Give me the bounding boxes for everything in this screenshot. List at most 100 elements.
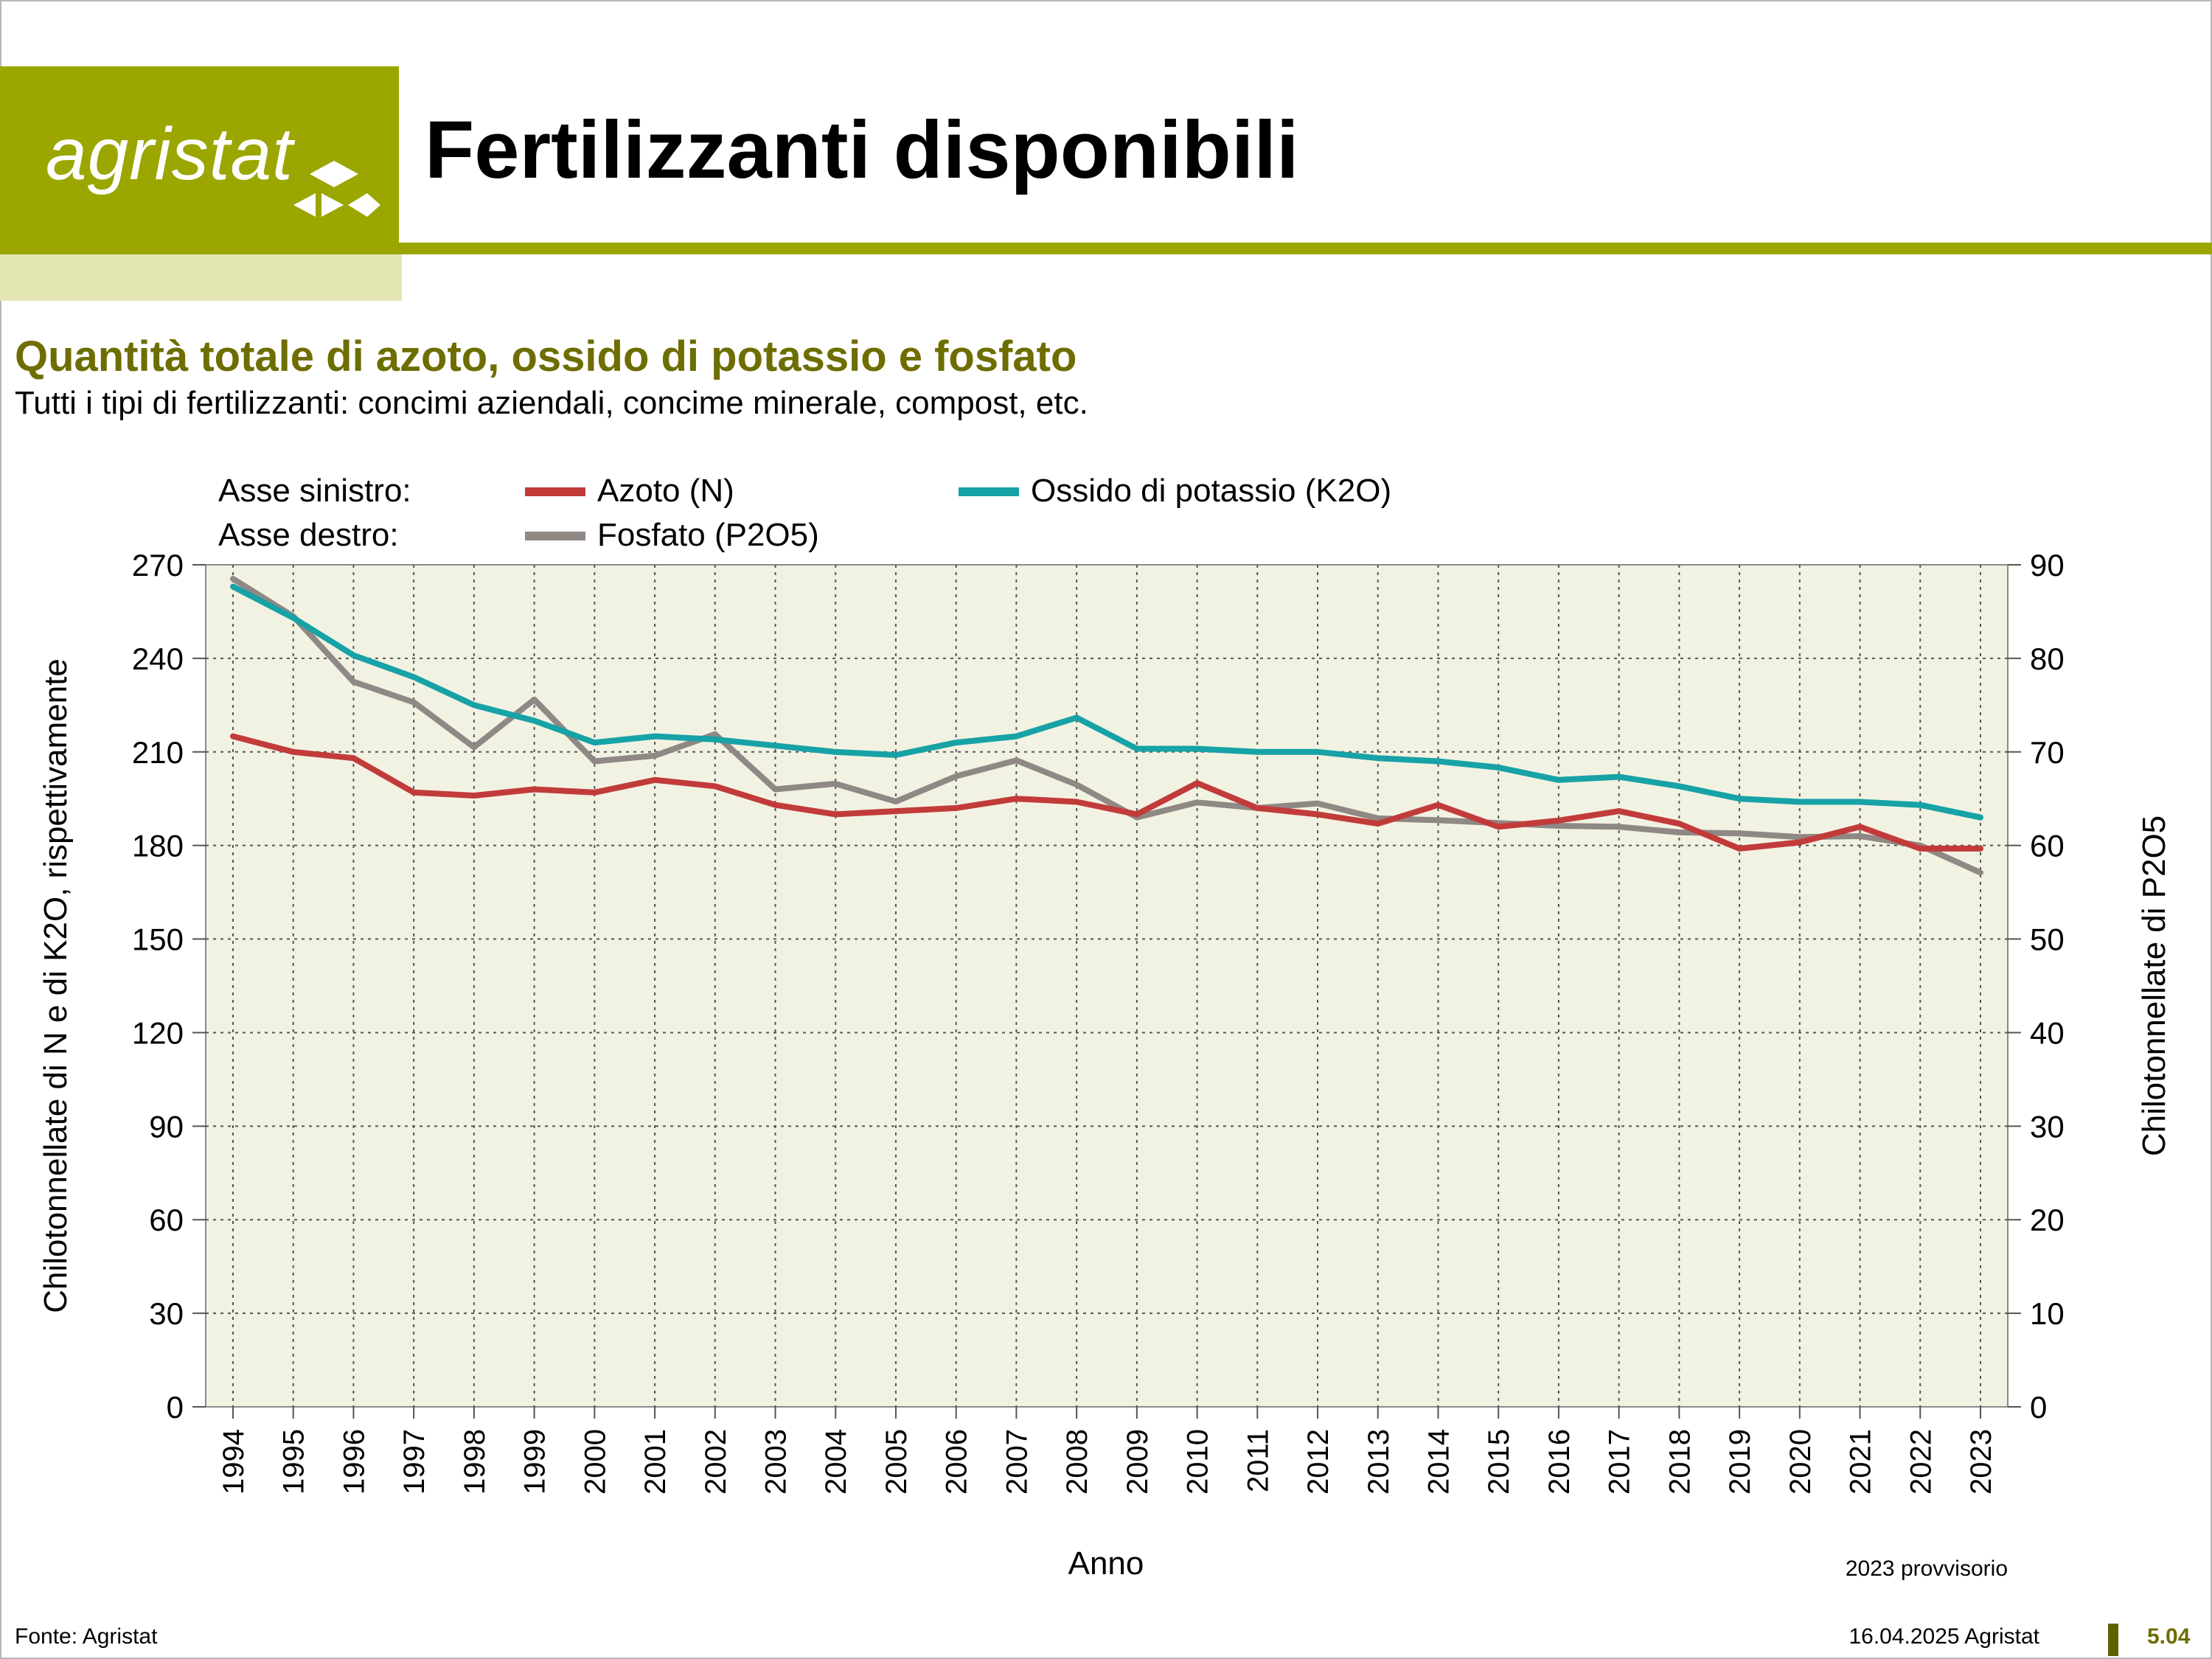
provisional-note: 2023 provvisorio	[1846, 1557, 2008, 1581]
y-left-tick-label: 150	[132, 922, 184, 957]
data-point-fosfato	[412, 700, 416, 704]
page-title: Fertilizzanti disponibili	[425, 105, 1299, 195]
data-point-azoto	[1195, 782, 1199, 785]
x-tick-label: 2001	[639, 1429, 672, 1495]
data-point-potassio	[954, 741, 958, 745]
x-tick-label: 1998	[459, 1429, 491, 1495]
axes: 0 30 60 90 120 150 180 210 240 270 0 10 20 30 40 50 60 70…	[132, 548, 2065, 1495]
y-right-tick-label: 10	[2030, 1296, 2065, 1331]
data-point-potassio	[412, 675, 416, 679]
series-line-potassio	[230, 583, 1983, 821]
y-right-tick-label: 50	[2030, 922, 2065, 957]
plot-area	[205, 564, 2008, 1408]
data-point-potassio	[593, 741, 597, 745]
data-point-azoto	[1798, 841, 1801, 844]
data-point-azoto	[532, 787, 536, 791]
data-point-azoto	[1316, 813, 1319, 816]
x-tick-label: 2013	[1363, 1429, 1395, 1495]
x-tick-label: 1999	[519, 1429, 552, 1495]
y-right-tick-label: 0	[2030, 1390, 2047, 1425]
data-point-potassio	[352, 653, 355, 657]
data-point-potassio	[834, 750, 838, 754]
data-point-fosfato	[593, 759, 597, 763]
y-right-tick-label: 20	[2030, 1203, 2065, 1237]
footer-page-number: 5.04	[2147, 1624, 2191, 1649]
data-point-azoto	[773, 803, 777, 807]
x-tick-label: 2010	[1182, 1429, 1214, 1495]
data-point-fosfato	[834, 782, 838, 785]
data-point-potassio	[1497, 765, 1500, 769]
data-point-fosfato	[954, 774, 958, 778]
y-left-tick-label: 240	[132, 641, 184, 676]
data-point-potassio	[894, 754, 897, 757]
data-point-potassio	[1617, 775, 1621, 779]
data-point-fosfato	[1316, 801, 1319, 805]
data-point-azoto	[1015, 797, 1018, 801]
data-point-fosfato	[1557, 824, 1560, 827]
data-point-fosfato	[653, 754, 657, 757]
y-axis-right-title: Chilotonnellate di P2O5	[2136, 815, 2172, 1156]
data-point-azoto	[1677, 822, 1681, 826]
y-left-tick-label: 0	[167, 1390, 184, 1425]
y-left-tick-label: 210	[132, 735, 184, 770]
data-point-azoto	[1919, 846, 1922, 850]
data-point-potassio	[1798, 800, 1801, 804]
x-tick-label: 2002	[700, 1429, 732, 1495]
data-point-potassio	[1677, 785, 1681, 788]
legend-right-axis-label: Asse destro:	[218, 517, 399, 553]
data-point-fosfato	[894, 800, 897, 803]
data-point-potassio	[232, 585, 234, 588]
data-point-potassio	[472, 703, 476, 707]
legend-label-fosfato: Fosfato (P2O5)	[597, 517, 819, 553]
y-left-tick-label: 180	[132, 829, 184, 863]
data-point-azoto	[1497, 825, 1500, 829]
data-point-fosfato	[532, 698, 536, 701]
logo-mark-icon	[293, 161, 380, 217]
chart-subtitle: Quantità totale di azoto, ossido di pota…	[15, 333, 1077, 380]
y-left-tick-label: 30	[149, 1296, 184, 1331]
y-left-tick-label: 90	[149, 1109, 184, 1144]
data-point-fosfato	[1376, 816, 1380, 820]
data-point-azoto	[713, 785, 717, 788]
data-point-potassio	[1135, 747, 1138, 751]
data-point-azoto	[1376, 822, 1380, 826]
data-point-potassio	[1979, 815, 1982, 819]
x-tick-label: 2007	[1001, 1429, 1033, 1495]
x-axis-title: Anno	[1068, 1545, 1144, 1582]
data-point-potassio	[291, 616, 295, 619]
x-tick-label: 1994	[218, 1429, 250, 1495]
y-right-tick-label: 80	[2030, 641, 2065, 676]
data-point-fosfato	[232, 577, 234, 580]
x-tick-label: 2018	[1663, 1429, 1696, 1495]
x-tick-label: 2022	[1905, 1429, 1937, 1495]
data-point-fosfato	[1436, 818, 1440, 822]
y-left-tick-label: 270	[132, 548, 184, 582]
footer-source: Fonte: Agristat	[15, 1624, 158, 1649]
series-line-fosfato	[230, 576, 1983, 876]
legend: Asse sinistro: Asse destro: Azoto (N) Os…	[218, 473, 1391, 553]
data-point-fosfato	[1617, 825, 1621, 829]
x-tick-label: 1997	[398, 1429, 431, 1495]
data-point-potassio	[1195, 747, 1199, 751]
footer-date: 16.04.2025 Agristat	[1848, 1624, 2039, 1649]
data-point-azoto	[1979, 846, 1982, 850]
brand-header-strip	[0, 254, 402, 301]
grid	[206, 565, 2008, 1407]
brand-header-block	[0, 66, 399, 254]
x-tick-label: 2006	[941, 1429, 973, 1495]
chart-description: Tutti i tipi di fertilizzanti: concimi a…	[15, 385, 1088, 421]
y-axis-left-title: Chilotonnellate di N e di K2O, rispettiv…	[38, 658, 74, 1313]
data-point-potassio	[713, 737, 717, 741]
data-point-azoto	[653, 778, 657, 782]
legend-label-azoto: Azoto (N)	[597, 473, 734, 509]
data-point-potassio	[1738, 797, 1742, 801]
data-point-azoto	[1617, 810, 1621, 813]
data-point-azoto	[472, 794, 476, 797]
x-tick-label: 2003	[760, 1429, 793, 1495]
data-point-potassio	[1256, 750, 1259, 754]
y-right-tick-label: 70	[2030, 735, 2065, 770]
data-point-azoto	[1436, 803, 1440, 807]
logo-text: agristat	[46, 113, 293, 195]
series-lines	[230, 576, 1983, 876]
